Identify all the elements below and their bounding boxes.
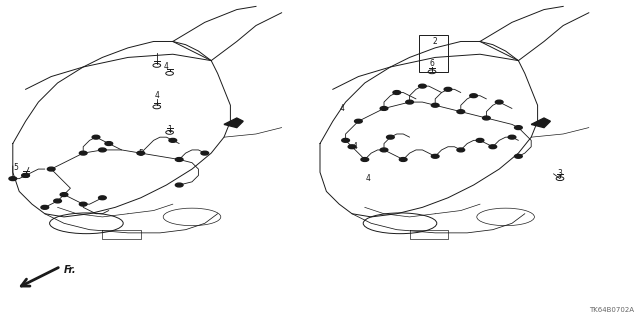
- Circle shape: [355, 119, 362, 123]
- Circle shape: [508, 135, 516, 139]
- Text: 4: 4: [164, 63, 169, 71]
- Circle shape: [342, 138, 349, 142]
- Circle shape: [495, 100, 503, 104]
- Text: 4: 4: [340, 104, 345, 113]
- Circle shape: [483, 116, 490, 120]
- Circle shape: [137, 151, 145, 155]
- Text: 6: 6: [429, 59, 435, 68]
- Circle shape: [470, 94, 477, 98]
- Text: TK64B0702A: TK64B0702A: [589, 307, 634, 313]
- Circle shape: [79, 202, 87, 206]
- Text: 5: 5: [138, 149, 143, 158]
- Circle shape: [54, 199, 61, 203]
- Circle shape: [380, 107, 388, 110]
- Circle shape: [22, 174, 29, 177]
- Bar: [419, 35, 448, 72]
- Text: 1: 1: [167, 125, 172, 134]
- Circle shape: [79, 151, 87, 155]
- Circle shape: [99, 196, 106, 200]
- Circle shape: [348, 145, 356, 149]
- Circle shape: [169, 138, 177, 142]
- Circle shape: [399, 158, 407, 161]
- Text: 4: 4: [154, 91, 159, 100]
- Text: 2: 2: [433, 37, 438, 46]
- Circle shape: [387, 135, 394, 139]
- Circle shape: [9, 177, 17, 181]
- Text: Fr.: Fr.: [64, 264, 77, 275]
- Circle shape: [476, 138, 484, 142]
- Circle shape: [92, 135, 100, 139]
- Circle shape: [380, 148, 388, 152]
- Circle shape: [60, 193, 68, 197]
- Circle shape: [457, 110, 465, 114]
- Circle shape: [41, 205, 49, 209]
- Text: 4: 4: [365, 174, 371, 183]
- Text: 3: 3: [557, 169, 563, 178]
- Circle shape: [457, 148, 465, 152]
- Circle shape: [431, 103, 439, 107]
- Circle shape: [444, 87, 452, 91]
- Circle shape: [99, 148, 106, 152]
- Circle shape: [201, 151, 209, 155]
- Circle shape: [105, 142, 113, 145]
- Circle shape: [175, 158, 183, 161]
- Circle shape: [47, 167, 55, 171]
- Circle shape: [419, 84, 426, 88]
- Circle shape: [361, 158, 369, 161]
- Circle shape: [489, 145, 497, 149]
- Text: 4: 4: [353, 142, 358, 151]
- Polygon shape: [224, 118, 243, 128]
- Circle shape: [515, 154, 522, 158]
- Polygon shape: [531, 118, 550, 128]
- Circle shape: [406, 100, 413, 104]
- Circle shape: [515, 126, 522, 130]
- Text: 5: 5: [13, 163, 19, 172]
- Circle shape: [393, 91, 401, 94]
- Circle shape: [431, 154, 439, 158]
- Circle shape: [175, 183, 183, 187]
